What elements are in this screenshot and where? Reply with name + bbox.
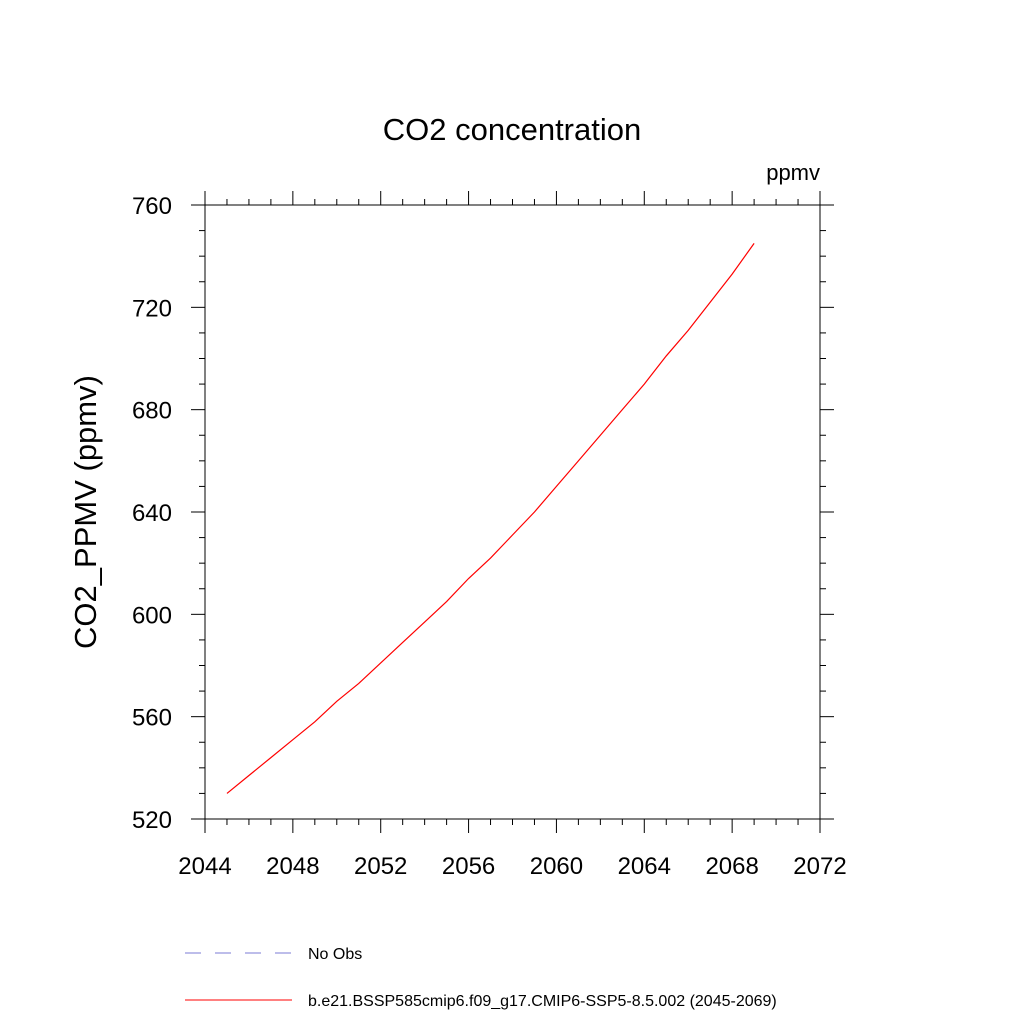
y-tick-label: 560 [132,705,172,732]
x-tick-label: 2048 [266,853,319,880]
x-tick-label: 2052 [354,853,407,880]
x-axis-ticks: 2044 2048 2052 2056 2060 2064 2068 2072 [178,191,847,880]
plot-border [204,204,821,820]
y-axis-label: CO2_PPMV (ppmv) [68,375,103,649]
series-line-0 [226,243,755,794]
x-tick-label: 2044 [178,853,231,880]
legend: No Obs b.e21.BSSP585cmip6.f09_g17.CMIP6-S… [185,946,777,1010]
chart-title: CO2 concentration [383,112,641,147]
y-tick-label: 600 [132,602,172,629]
x-tick-label: 2072 [793,853,846,880]
x-tick-label: 2056 [442,853,495,880]
x-tick-label: 2064 [618,853,671,880]
y-tick-label: 520 [132,807,172,834]
legend-label-1: b.e21.BSSP585cmip6.f09_g17.CMIP6-SSP5-8.… [308,993,777,1010]
x-tick-label: 2068 [705,853,758,880]
units-label: ppmv [766,160,820,185]
y-axis-ticks: 520 560 600 640 680 720 760 [132,193,834,834]
y-tick-label: 760 [132,193,172,220]
x-tick-label: 2060 [530,853,583,880]
series-layer [226,243,755,794]
y-tick-label: 720 [132,295,172,322]
y-tick-label: 680 [132,398,172,425]
plot-frame [204,204,821,820]
y-tick-label: 640 [132,500,172,527]
legend-label-0: No Obs [308,946,362,963]
